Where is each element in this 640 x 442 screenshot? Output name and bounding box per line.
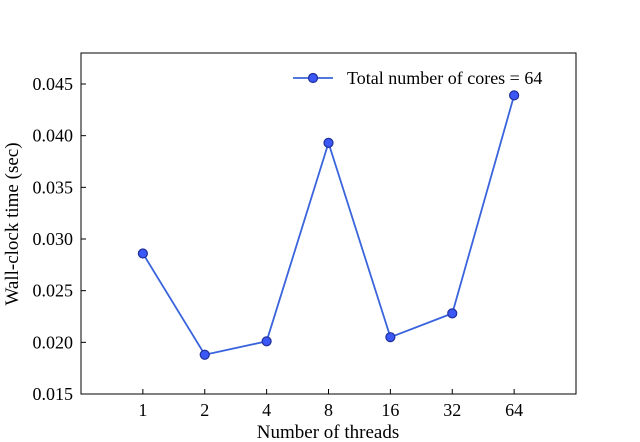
y-tick-label: 0.015 xyxy=(33,384,74,404)
x-tick-label: 4 xyxy=(262,400,271,420)
x-axis-ticks: 1 2 4 8 16 32 64 xyxy=(138,389,523,420)
y-tick-label: 0.045 xyxy=(33,74,74,94)
y-tick-label: 0.035 xyxy=(33,177,74,197)
data-point xyxy=(385,332,396,343)
legend-marker xyxy=(307,72,319,84)
series-layer xyxy=(137,90,520,360)
x-tick-label: 16 xyxy=(381,400,399,420)
data-point xyxy=(137,248,148,259)
x-tick-label: 32 xyxy=(443,400,461,420)
data-point xyxy=(509,90,520,101)
y-tick-label: 0.040 xyxy=(33,126,74,146)
x-axis-label: Number of threads xyxy=(257,422,399,442)
x-tick-label: 8 xyxy=(324,400,333,420)
data-point xyxy=(323,137,334,148)
data-point xyxy=(261,336,272,347)
y-axis-label: Wall-clock time (sec) xyxy=(2,142,23,305)
x-tick-label: 1 xyxy=(138,400,147,420)
plot-area xyxy=(80,52,577,395)
y-axis-ticks: 0.015 0.020 0.025 0.030 0.035 0.040 0.045 xyxy=(33,74,86,404)
legend-label: Total number of cores = 64 xyxy=(347,68,542,88)
y-tick-label: 0.020 xyxy=(33,332,74,352)
x-tick-label: 2 xyxy=(200,400,209,420)
legend: Total number of cores = 64 xyxy=(293,68,542,88)
data-point xyxy=(447,308,458,319)
x-tick-label: 64 xyxy=(505,400,523,420)
y-tick-label: 0.025 xyxy=(33,281,74,301)
y-tick-label: 0.030 xyxy=(33,229,74,249)
data-point xyxy=(199,349,210,360)
